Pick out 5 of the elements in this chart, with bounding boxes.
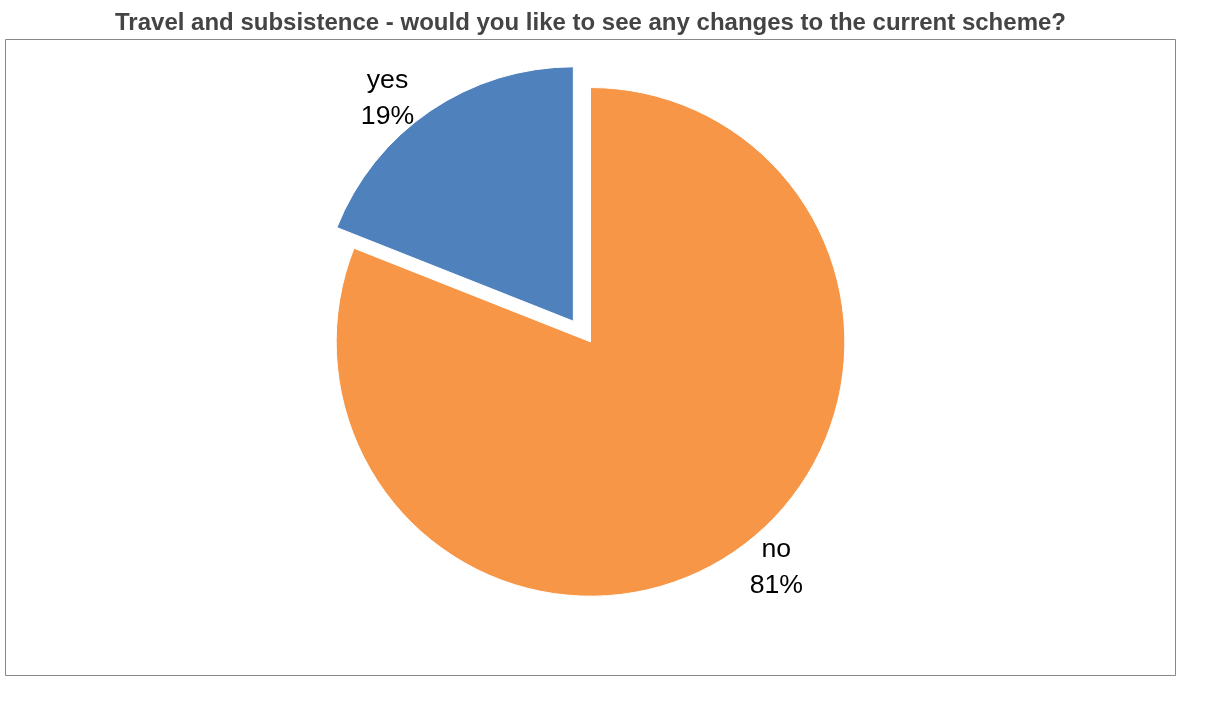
slice-label: no — [761, 533, 792, 564]
slice-label: yes — [366, 63, 409, 94]
data-label: 81% — [749, 569, 804, 600]
chart-title: Travel and subsistence - would you like to see any changes to the current scheme? — [115, 7, 1066, 35]
data-label: 19% — [360, 99, 415, 130]
